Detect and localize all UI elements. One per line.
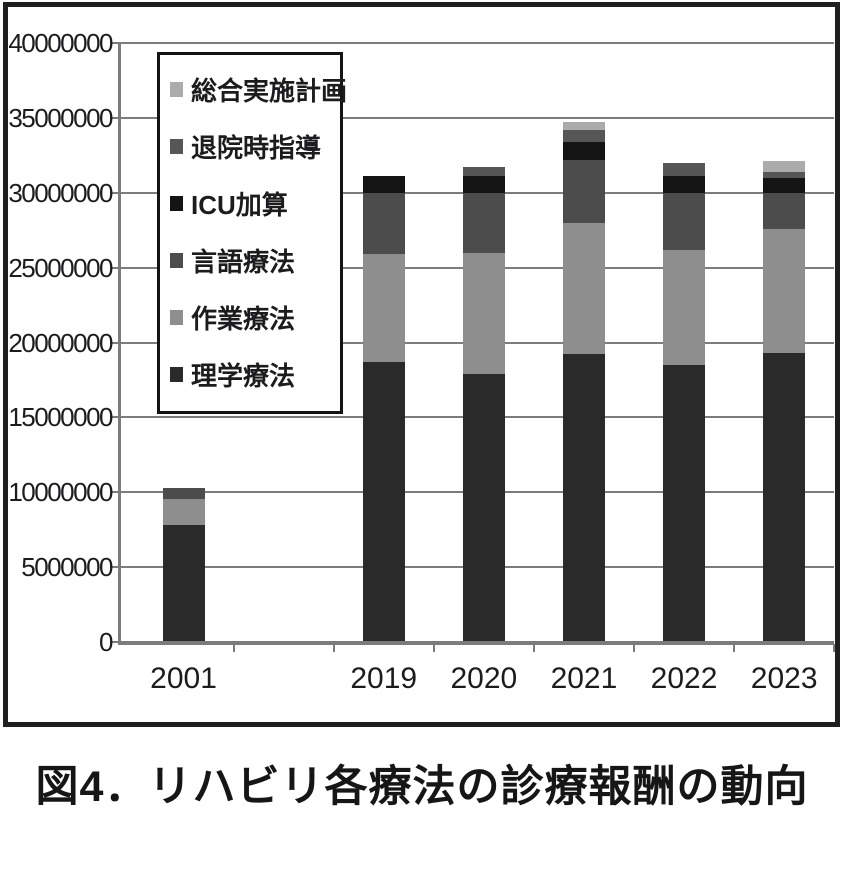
x-axis-tick: [733, 644, 736, 652]
legend-label: 作業療法: [191, 304, 296, 334]
y-tick-label: 10000000: [8, 477, 113, 508]
legend-item: ICU加算: [170, 185, 340, 222]
legend-swatch-icon: [170, 367, 183, 382]
figure-caption: 図4．リハビリ各療法の診療報酬の動向: [35, 763, 809, 811]
legend-swatch-icon: [170, 82, 183, 97]
bar-segment: [562, 129, 605, 142]
bar-segment: [462, 176, 505, 193]
y-axis-tick: [110, 191, 120, 194]
legend-label: 言語療法: [191, 247, 296, 277]
bar-segment: [763, 177, 806, 193]
y-tick-label: 40000000: [8, 28, 113, 58]
legend-item: 退院時指導: [170, 128, 340, 165]
legend-swatch-icon: [170, 139, 183, 154]
bar-segment: [663, 176, 706, 193]
x-tick-label: 2021: [550, 662, 618, 695]
x-tick-label: 2020: [450, 662, 518, 695]
legend-item: 理学療法: [170, 356, 340, 393]
x-tick-label: 2001: [150, 662, 217, 695]
bar-segment: [562, 222, 605, 355]
bar-segment: [663, 192, 706, 250]
bar-segment: [763, 352, 806, 642]
bar-segment: [562, 141, 605, 160]
legend-item: 作業療法: [170, 299, 340, 336]
legend-label: ICU加算: [191, 190, 288, 220]
gridline: [120, 42, 834, 44]
bar-segment: [362, 361, 405, 642]
y-axis: [118, 43, 121, 645]
legend-label: 退院時指導: [191, 133, 322, 163]
x-axis-tick: [232, 644, 235, 652]
bar-segment: [162, 525, 205, 642]
legend-item: 総合実施計画: [170, 71, 347, 108]
bar-segment: [362, 192, 405, 255]
x-tick-label: 2022: [650, 662, 718, 695]
y-axis-tick: [110, 42, 120, 44]
y-tick-label: 35000000: [8, 102, 113, 133]
legend-label: 理学療法: [191, 361, 296, 391]
bar-segment: [663, 249, 706, 365]
bar-segment: [763, 171, 806, 178]
y-tick-label: 15000000: [8, 402, 113, 433]
legend-label: 総合実施計画: [191, 76, 348, 106]
y-axis-tick: [110, 341, 120, 344]
bar-segment: [763, 228, 806, 353]
y-axis-tick: [110, 566, 120, 569]
stacked-bar-chart: 総合実施計画 退院時指導 ICU加算言語療法作業療法理学療法 0 5000000 100…: [8, 28, 836, 695]
bar-segment: [462, 252, 505, 374]
y-tick-label: 0: [99, 627, 113, 657]
y-tick-label: 25000000: [8, 252, 113, 283]
legend-swatch-icon: [170, 196, 183, 211]
y-axis-tick: [110, 416, 120, 419]
y-axis-tick: [110, 116, 120, 119]
bar-segment: [663, 162, 706, 177]
y-axis-tick: [110, 491, 120, 494]
chart-legend: 総合実施計画 退院時指導 ICU加算言語療法作業療法理学療法: [157, 52, 347, 414]
y-axis-tick: [110, 641, 120, 643]
x-tick-label: 2023: [750, 662, 818, 695]
bar-segment: [362, 254, 405, 362]
x-axis: [118, 641, 834, 645]
x-axis-tick: [532, 644, 535, 652]
bar-segment: [162, 487, 205, 499]
x-axis-tick: [633, 644, 635, 652]
bar-segment: [562, 159, 605, 223]
y-axis-tick: [110, 266, 120, 269]
gridline: [120, 116, 834, 119]
y-tick-label: 5000000: [21, 552, 113, 583]
bar-segment: [362, 176, 405, 193]
x-axis-tick: [332, 644, 335, 652]
y-tick-label: 20000000: [8, 327, 113, 358]
bar-segment: [562, 354, 605, 642]
x-tick-label: 2019: [350, 662, 418, 695]
bar-segment: [663, 364, 706, 642]
bar-segment: [462, 192, 505, 253]
bar-segment: [462, 167, 505, 177]
x-axis-tick: [833, 644, 836, 652]
bar-segment: [462, 373, 505, 642]
legend-swatch-icon: [170, 310, 183, 325]
x-axis-tick: [432, 644, 435, 652]
y-tick-label: 30000000: [8, 177, 113, 208]
bar-segment: [562, 122, 605, 130]
legend-swatch-icon: [170, 253, 183, 268]
bar-segment: [763, 192, 806, 229]
bar-segment: [162, 498, 205, 526]
legend-item: 言語療法: [170, 242, 340, 279]
bar-segment: [763, 161, 806, 172]
